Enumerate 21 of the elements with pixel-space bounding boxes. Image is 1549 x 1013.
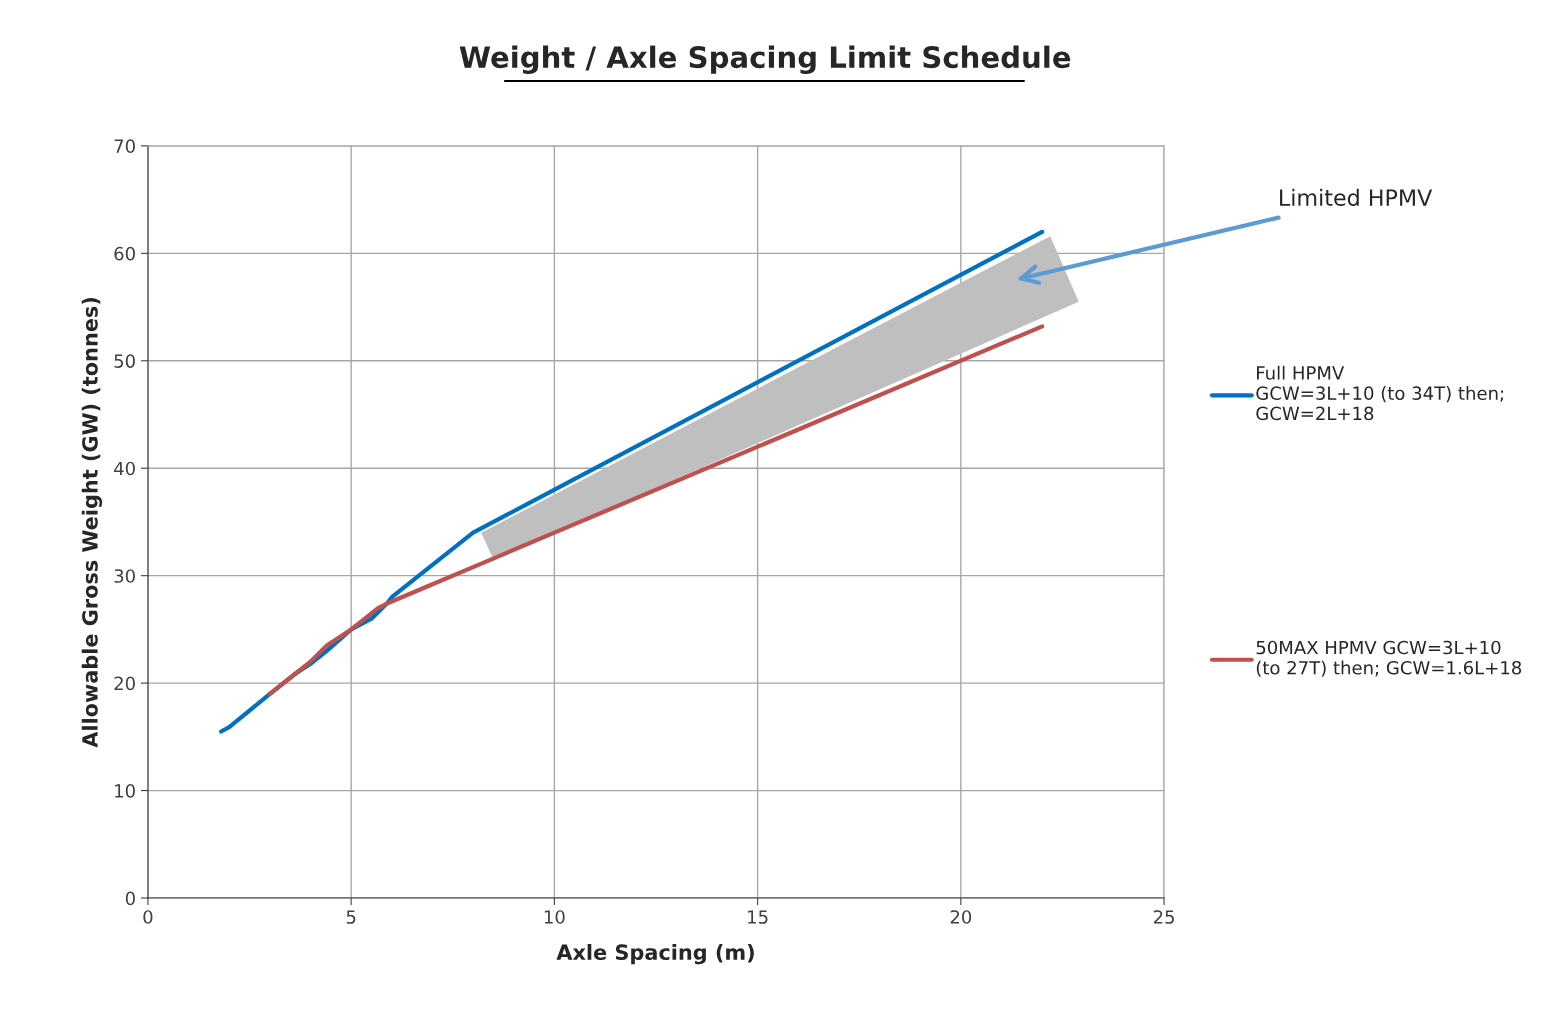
legend-label: Full HPMV GCW=3L+10 (to 34T) then; GCW=2L+18 [1256, 365, 1503, 421]
y-tick-label: 20 [114, 676, 135, 691]
chart-title: Weight / Axle Spacing Limit Schedule [459, 45, 1071, 75]
y-tick-label: 10 [115, 784, 135, 798]
x-tick-label: 15 [748, 910, 768, 924]
x-tick-label: 5 [346, 910, 356, 924]
x-axis-title: Axle Spacing (m) [556, 943, 754, 965]
y-axis-title: Allowable Gross Weight (GW) (tonnes) [81, 297, 103, 748]
x-tick-label: 0 [143, 910, 153, 924]
y-tick-label: 60 [114, 246, 135, 261]
x-tick-label: 20 [950, 910, 972, 924]
y-tick-label: 40 [114, 461, 135, 476]
x-tick-label: 10 [544, 910, 565, 924]
y-tick-label: 50 [114, 354, 135, 368]
legend-label: 50MAX HPMV GCW=3L+10 (to 27T) then; GCW=1.6L+18 [1256, 640, 1522, 677]
line-series [267, 324, 1045, 696]
y-tick-label: 70 [114, 139, 135, 153]
y-tick-label: 0 [125, 891, 135, 906]
y-tick-label: 30 [114, 569, 135, 583]
x-tick-label: 25 [1153, 910, 1174, 924]
text: Limited HPMV [1280, 188, 1433, 207]
